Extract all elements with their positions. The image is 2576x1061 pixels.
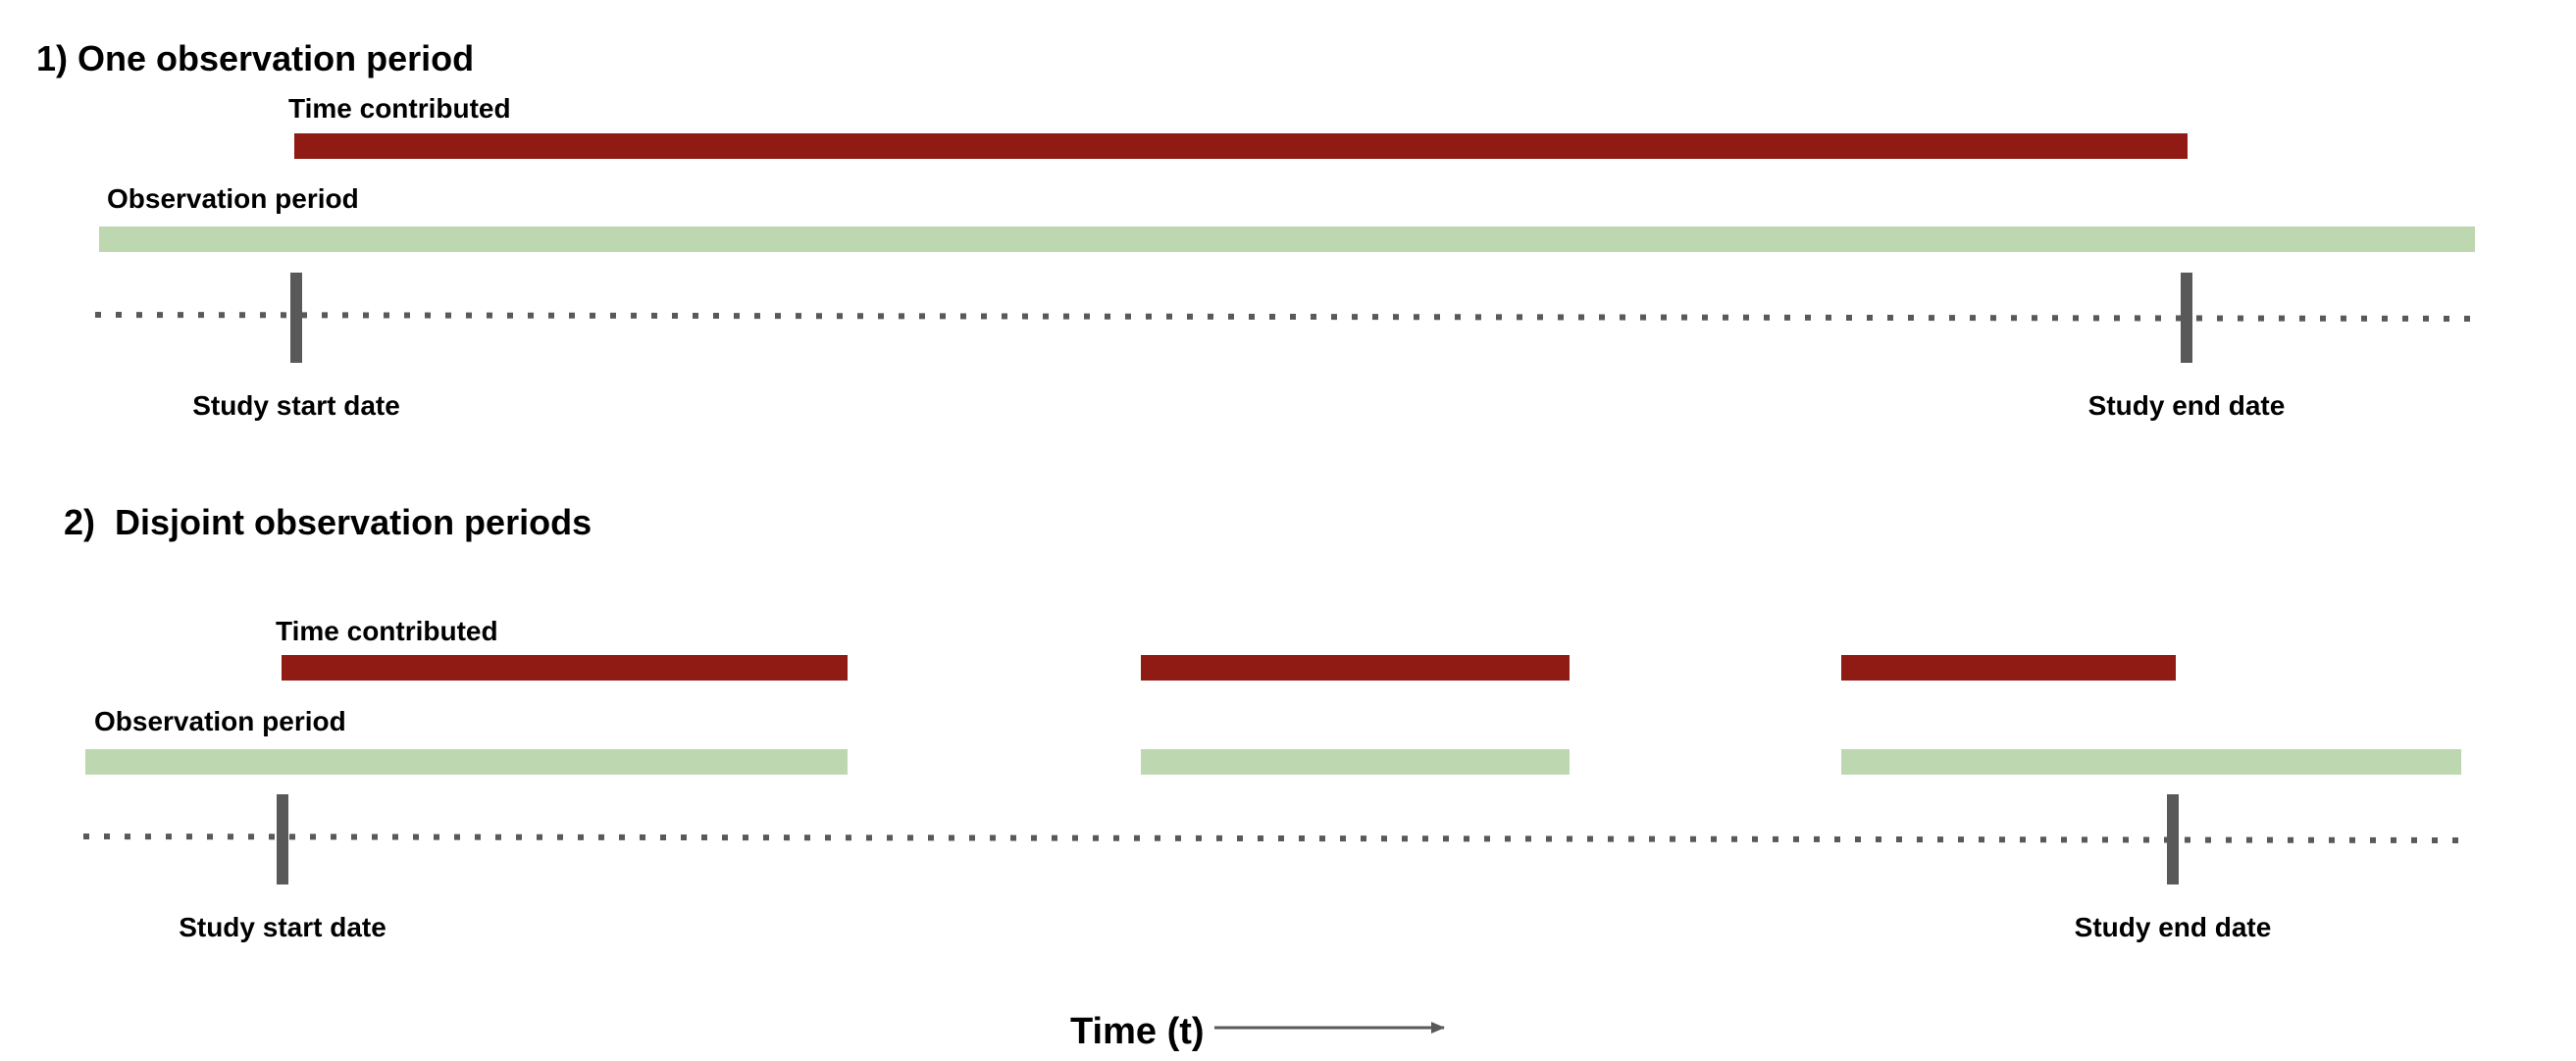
panel-2-observation-period-bar-3	[1841, 749, 2461, 775]
panel-1-observation-period-bar	[99, 227, 2475, 252]
panel-2-time-contributed-bar-2	[1141, 655, 1570, 681]
panel-2-timeline-dotted	[82, 834, 2463, 843]
time-axis-label: Time (t)	[1070, 1011, 1205, 1052]
panel-2-study-end-marker	[2167, 794, 2179, 884]
panel-one-observation-period: 1) One observation period Time contribut…	[36, 38, 2476, 421]
panel-1-study-start-marker	[290, 273, 302, 363]
panel-2-time-contributed-label: Time contributed	[276, 616, 498, 646]
panel-disjoint-observation-periods: 2) Disjoint observation periods Time con…	[64, 502, 2463, 942]
panel-2-title: 2) Disjoint observation periods	[64, 502, 592, 542]
panel-1-study-end-marker	[2181, 273, 2192, 363]
panel-2-observation-period-bar-2	[1141, 749, 1570, 775]
panel-2-observation-period-label: Observation period	[94, 706, 346, 736]
panel-1-title: 1) One observation period	[36, 38, 474, 78]
panel-2-time-contributed-bar-3	[1841, 655, 2176, 681]
panel-1-study-end-label: Study end date	[2088, 390, 2286, 421]
panel-1-study-start-label: Study start date	[192, 390, 400, 421]
time-axis: Time (t)	[1070, 1011, 1445, 1052]
panel-1-observation-period-label: Observation period	[107, 183, 359, 214]
panel-2-time-contributed-bar-1	[282, 655, 848, 681]
panel-1-time-contributed-label: Time contributed	[288, 93, 511, 124]
panel-2-observation-period-bar-1	[85, 749, 848, 775]
panel-2-study-start-marker	[277, 794, 288, 884]
panel-2-study-start-label: Study start date	[179, 912, 386, 942]
panel-1-timeline-dotted	[94, 312, 2476, 322]
panel-1-time-contributed-bar	[294, 133, 2188, 159]
panel-2-study-end-label: Study end date	[2075, 912, 2272, 942]
